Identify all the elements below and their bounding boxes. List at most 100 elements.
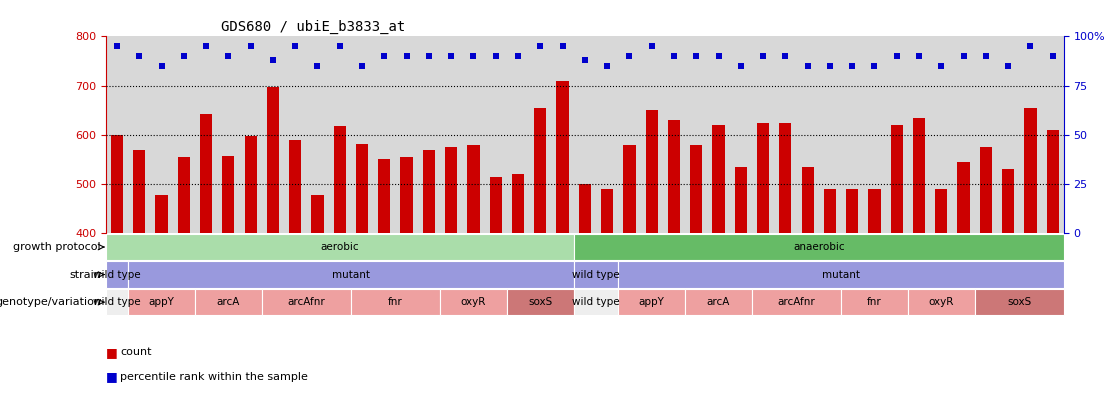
Text: strain: strain — [69, 270, 101, 279]
Text: anaerobic: anaerobic — [793, 242, 844, 252]
Bar — [489, 177, 501, 233]
Text: growth protocol: growth protocol — [13, 242, 101, 252]
Bar — [602, 189, 613, 233]
Point — [442, 53, 460, 60]
Bar — [356, 144, 368, 233]
Bar — [1003, 169, 1014, 233]
Point — [331, 43, 349, 49]
Point — [487, 53, 505, 60]
Point — [910, 53, 928, 60]
Point — [153, 63, 170, 69]
Bar — [351, 289, 440, 315]
Bar — [579, 184, 590, 233]
Point — [175, 53, 193, 60]
Text: arcA: arcA — [217, 297, 240, 307]
Point — [754, 53, 772, 60]
Bar — [735, 167, 746, 233]
Bar — [1046, 130, 1058, 233]
Text: wild type: wild type — [94, 297, 140, 307]
Point — [264, 57, 282, 63]
Bar — [713, 125, 725, 233]
Point — [576, 57, 594, 63]
Text: arcAfnr: arcAfnr — [287, 297, 325, 307]
Point — [130, 53, 148, 60]
Point — [687, 53, 705, 60]
Text: wild type: wild type — [573, 270, 619, 279]
Point — [420, 53, 438, 60]
Point — [554, 43, 571, 49]
Point — [999, 63, 1017, 69]
Bar — [936, 189, 947, 233]
Bar — [618, 261, 1064, 288]
Point — [932, 63, 950, 69]
Bar — [178, 157, 189, 233]
Point — [710, 53, 727, 60]
Point — [286, 43, 304, 49]
Bar — [802, 167, 813, 233]
Text: soxS: soxS — [1007, 297, 1032, 307]
Bar — [624, 145, 635, 233]
Point — [888, 53, 906, 60]
Point — [1022, 43, 1039, 49]
Bar — [128, 289, 195, 315]
Bar — [378, 160, 391, 233]
Text: GDS680 / ubiE_b3833_at: GDS680 / ubiE_b3833_at — [221, 20, 405, 34]
Bar — [155, 195, 167, 233]
Bar — [446, 147, 458, 233]
Bar — [646, 110, 657, 233]
Bar — [574, 234, 1064, 260]
Bar — [980, 147, 991, 233]
Bar — [574, 261, 618, 288]
Point — [866, 63, 883, 69]
Bar — [618, 289, 685, 315]
Point — [776, 53, 794, 60]
Text: soxS: soxS — [528, 297, 553, 307]
Bar — [847, 189, 858, 233]
Point — [353, 63, 371, 69]
Point — [398, 53, 416, 60]
Bar — [468, 145, 479, 233]
Point — [843, 63, 861, 69]
Point — [643, 43, 661, 49]
Bar — [841, 289, 908, 315]
Bar — [106, 289, 128, 315]
Bar — [134, 149, 145, 233]
Point — [197, 43, 215, 49]
Text: percentile rank within the sample: percentile rank within the sample — [120, 372, 309, 382]
Text: fnr: fnr — [867, 297, 882, 307]
Text: genotype/variation: genotype/variation — [0, 297, 101, 307]
Text: ■: ■ — [106, 370, 121, 383]
Bar — [111, 135, 124, 233]
Text: wild type: wild type — [573, 297, 619, 307]
Bar — [201, 114, 212, 233]
Bar — [975, 289, 1064, 315]
Bar — [401, 157, 412, 233]
Text: appY: appY — [148, 297, 175, 307]
Point — [509, 53, 527, 60]
Bar — [223, 156, 234, 233]
Text: mutant: mutant — [822, 270, 860, 279]
Bar — [691, 145, 703, 233]
Bar — [262, 289, 351, 315]
Text: arcAfnr: arcAfnr — [778, 297, 815, 307]
Bar — [908, 289, 975, 315]
Bar — [957, 162, 969, 233]
Text: ■: ■ — [106, 346, 121, 359]
Bar — [574, 289, 618, 315]
Bar — [913, 117, 925, 233]
Bar — [422, 149, 434, 233]
Bar — [668, 120, 680, 233]
Bar — [440, 289, 507, 315]
Text: oxyR: oxyR — [929, 297, 954, 307]
Point — [309, 63, 326, 69]
Bar — [685, 289, 752, 315]
Bar — [106, 261, 128, 288]
Bar — [1024, 108, 1036, 233]
Bar — [195, 289, 262, 315]
Point — [665, 53, 683, 60]
Text: wild type: wild type — [94, 270, 140, 279]
Bar — [752, 289, 841, 315]
Point — [955, 53, 973, 60]
Point — [821, 63, 839, 69]
Bar — [128, 261, 574, 288]
